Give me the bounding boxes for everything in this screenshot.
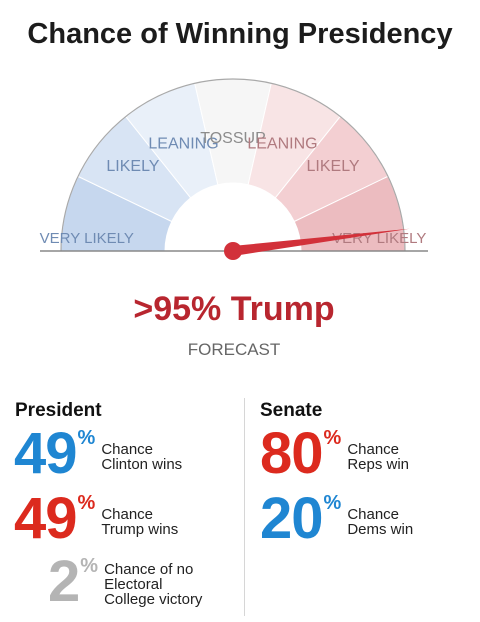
stat-percent: %	[77, 427, 96, 449]
stat-percent: %	[323, 427, 342, 449]
stat-value: 49	[14, 486, 78, 551]
stat-clinton: 49 % Chance Clinton wins	[14, 421, 183, 486]
stat-trump: 49 % Chance Trump wins	[14, 486, 179, 551]
page-title: Chance of Winning Presidency	[27, 18, 453, 50]
gauge-needle-hub	[224, 242, 242, 260]
gauge-zone-label: LEANING	[148, 135, 218, 152]
gauge-zone-label: LIKELY	[307, 158, 360, 175]
stat-value: 49	[14, 421, 78, 486]
stat-no-majority: 2 % Chance of no Electoral College victory	[48, 549, 203, 614]
stat-value: 80	[260, 421, 324, 486]
forecast-value: >95% Trump	[133, 290, 335, 328]
stat-percent: %	[77, 492, 96, 514]
stat-description: Chance Trump wins	[101, 506, 179, 538]
gauge-zone-label: LEANING	[247, 135, 317, 152]
gauge-needle-pointer	[232, 228, 410, 256]
column-divider	[244, 398, 245, 616]
stat-description: Chance Dems win	[347, 506, 414, 538]
gauge-zone-label: TOSSUP	[200, 130, 266, 147]
stat-percent: %	[323, 492, 342, 514]
gauge-needle	[224, 228, 410, 260]
gauge-zone-label: VERY LIKELY	[40, 230, 134, 247]
stat-reps: 80 % Chance Reps win	[260, 421, 410, 486]
gauge-zones	[60, 78, 406, 252]
stat-value: 20	[260, 486, 324, 551]
stat-description: Chance Clinton wins	[101, 441, 183, 473]
forecast-label: FORECAST	[187, 340, 281, 359]
stat-description: Chance Reps win	[347, 441, 410, 473]
stat-description: Chance of no Electoral College victory	[104, 561, 203, 608]
senate-heading: Senate	[260, 400, 323, 421]
gauge-zone-label: LIKELY	[106, 158, 159, 175]
gauge-outline	[60, 78, 406, 252]
president-heading: President	[15, 400, 102, 421]
stat-dems: 20 % Chance Dems win	[260, 486, 414, 551]
stat-percent: %	[80, 555, 99, 577]
stat-value: 2	[48, 549, 80, 614]
